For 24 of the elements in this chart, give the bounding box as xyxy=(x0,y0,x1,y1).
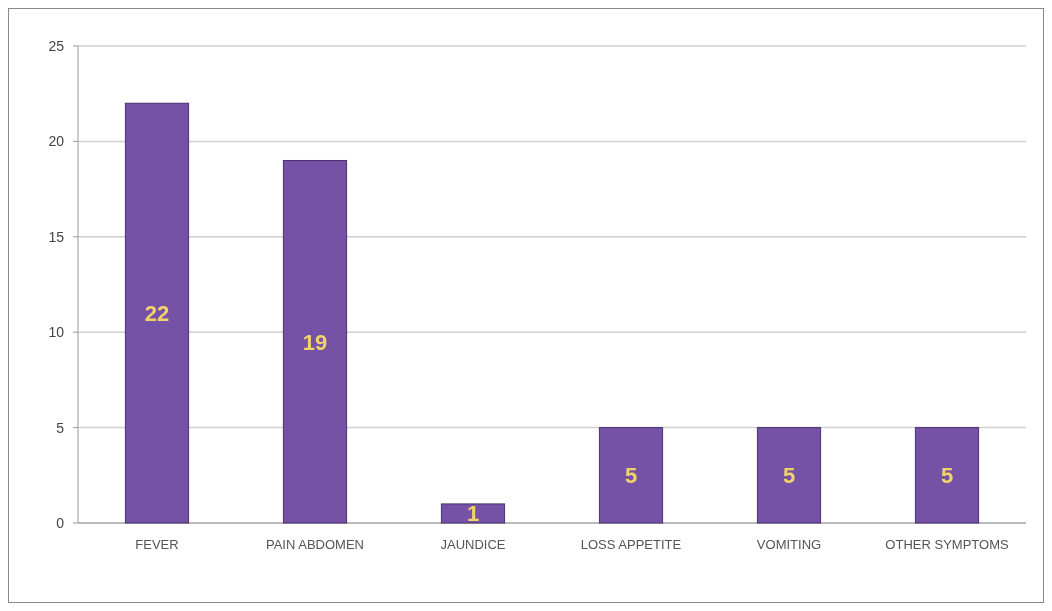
data-label: 5 xyxy=(624,463,638,489)
data-label: 5 xyxy=(940,463,954,489)
bar xyxy=(124,102,190,524)
y-tick-label: 15 xyxy=(48,228,65,245)
x-tick-label: VOMITING xyxy=(756,537,822,552)
y-tick-label: 20 xyxy=(48,133,65,150)
x-tick-label: OTHER SYMPTOMS xyxy=(885,537,1009,552)
x-tick-label: JAUNDICE xyxy=(440,537,506,552)
y-tick-label: 0 xyxy=(56,515,65,531)
y-tick-label: 25 xyxy=(48,38,65,54)
data-label: 5 xyxy=(782,463,796,489)
x-tick-label: PAIN ABDOMEN xyxy=(265,537,365,552)
data-label: 19 xyxy=(302,329,328,355)
bar xyxy=(914,427,980,524)
bar xyxy=(440,503,506,524)
y-tick-label: 10 xyxy=(48,324,65,341)
bar xyxy=(282,159,348,524)
bar xyxy=(756,427,822,524)
data-label: 1 xyxy=(466,501,480,527)
data-label: 22 xyxy=(144,301,170,327)
bar xyxy=(598,427,664,524)
x-tick-label: FEVER xyxy=(135,537,179,552)
x-tick-label: LOSS APPETITE xyxy=(580,537,682,552)
y-tick-label: 5 xyxy=(56,419,65,436)
